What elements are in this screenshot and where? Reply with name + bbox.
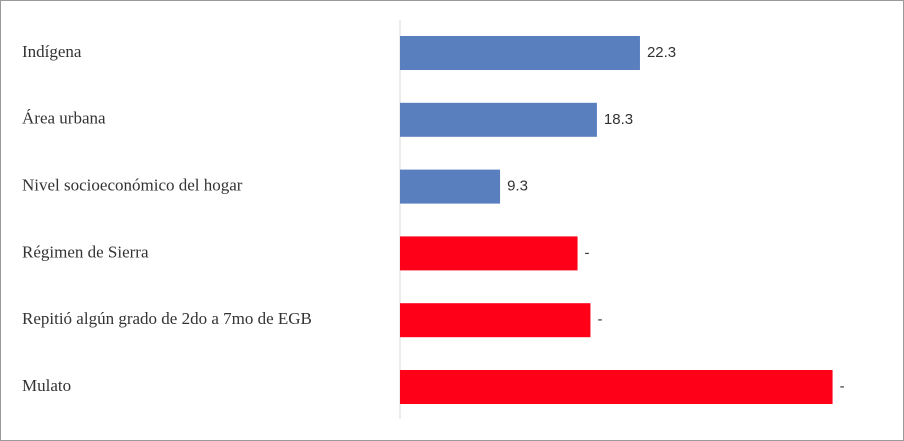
value-label: - xyxy=(840,378,845,395)
value-label: 22.3 xyxy=(647,44,676,61)
bar xyxy=(400,236,578,271)
category-label: Régimen de Sierra xyxy=(22,242,149,261)
value-label: 9.3 xyxy=(507,178,528,195)
value-label: 18.3 xyxy=(604,111,633,128)
bar xyxy=(400,370,833,404)
bar xyxy=(400,36,640,70)
bar xyxy=(400,303,591,338)
category-label: Área urbana xyxy=(22,109,106,128)
category-label: Indígena xyxy=(22,42,82,61)
bar xyxy=(400,169,501,204)
category-label: Mulato xyxy=(22,376,71,395)
category-label: Repitió algún grado de 2do a 7mo de EGB xyxy=(22,309,312,328)
bar xyxy=(400,102,597,137)
value-label: - xyxy=(585,244,590,261)
category-label: Nivel socioeconómico del hogar xyxy=(22,176,243,195)
value-label: - xyxy=(597,311,602,328)
